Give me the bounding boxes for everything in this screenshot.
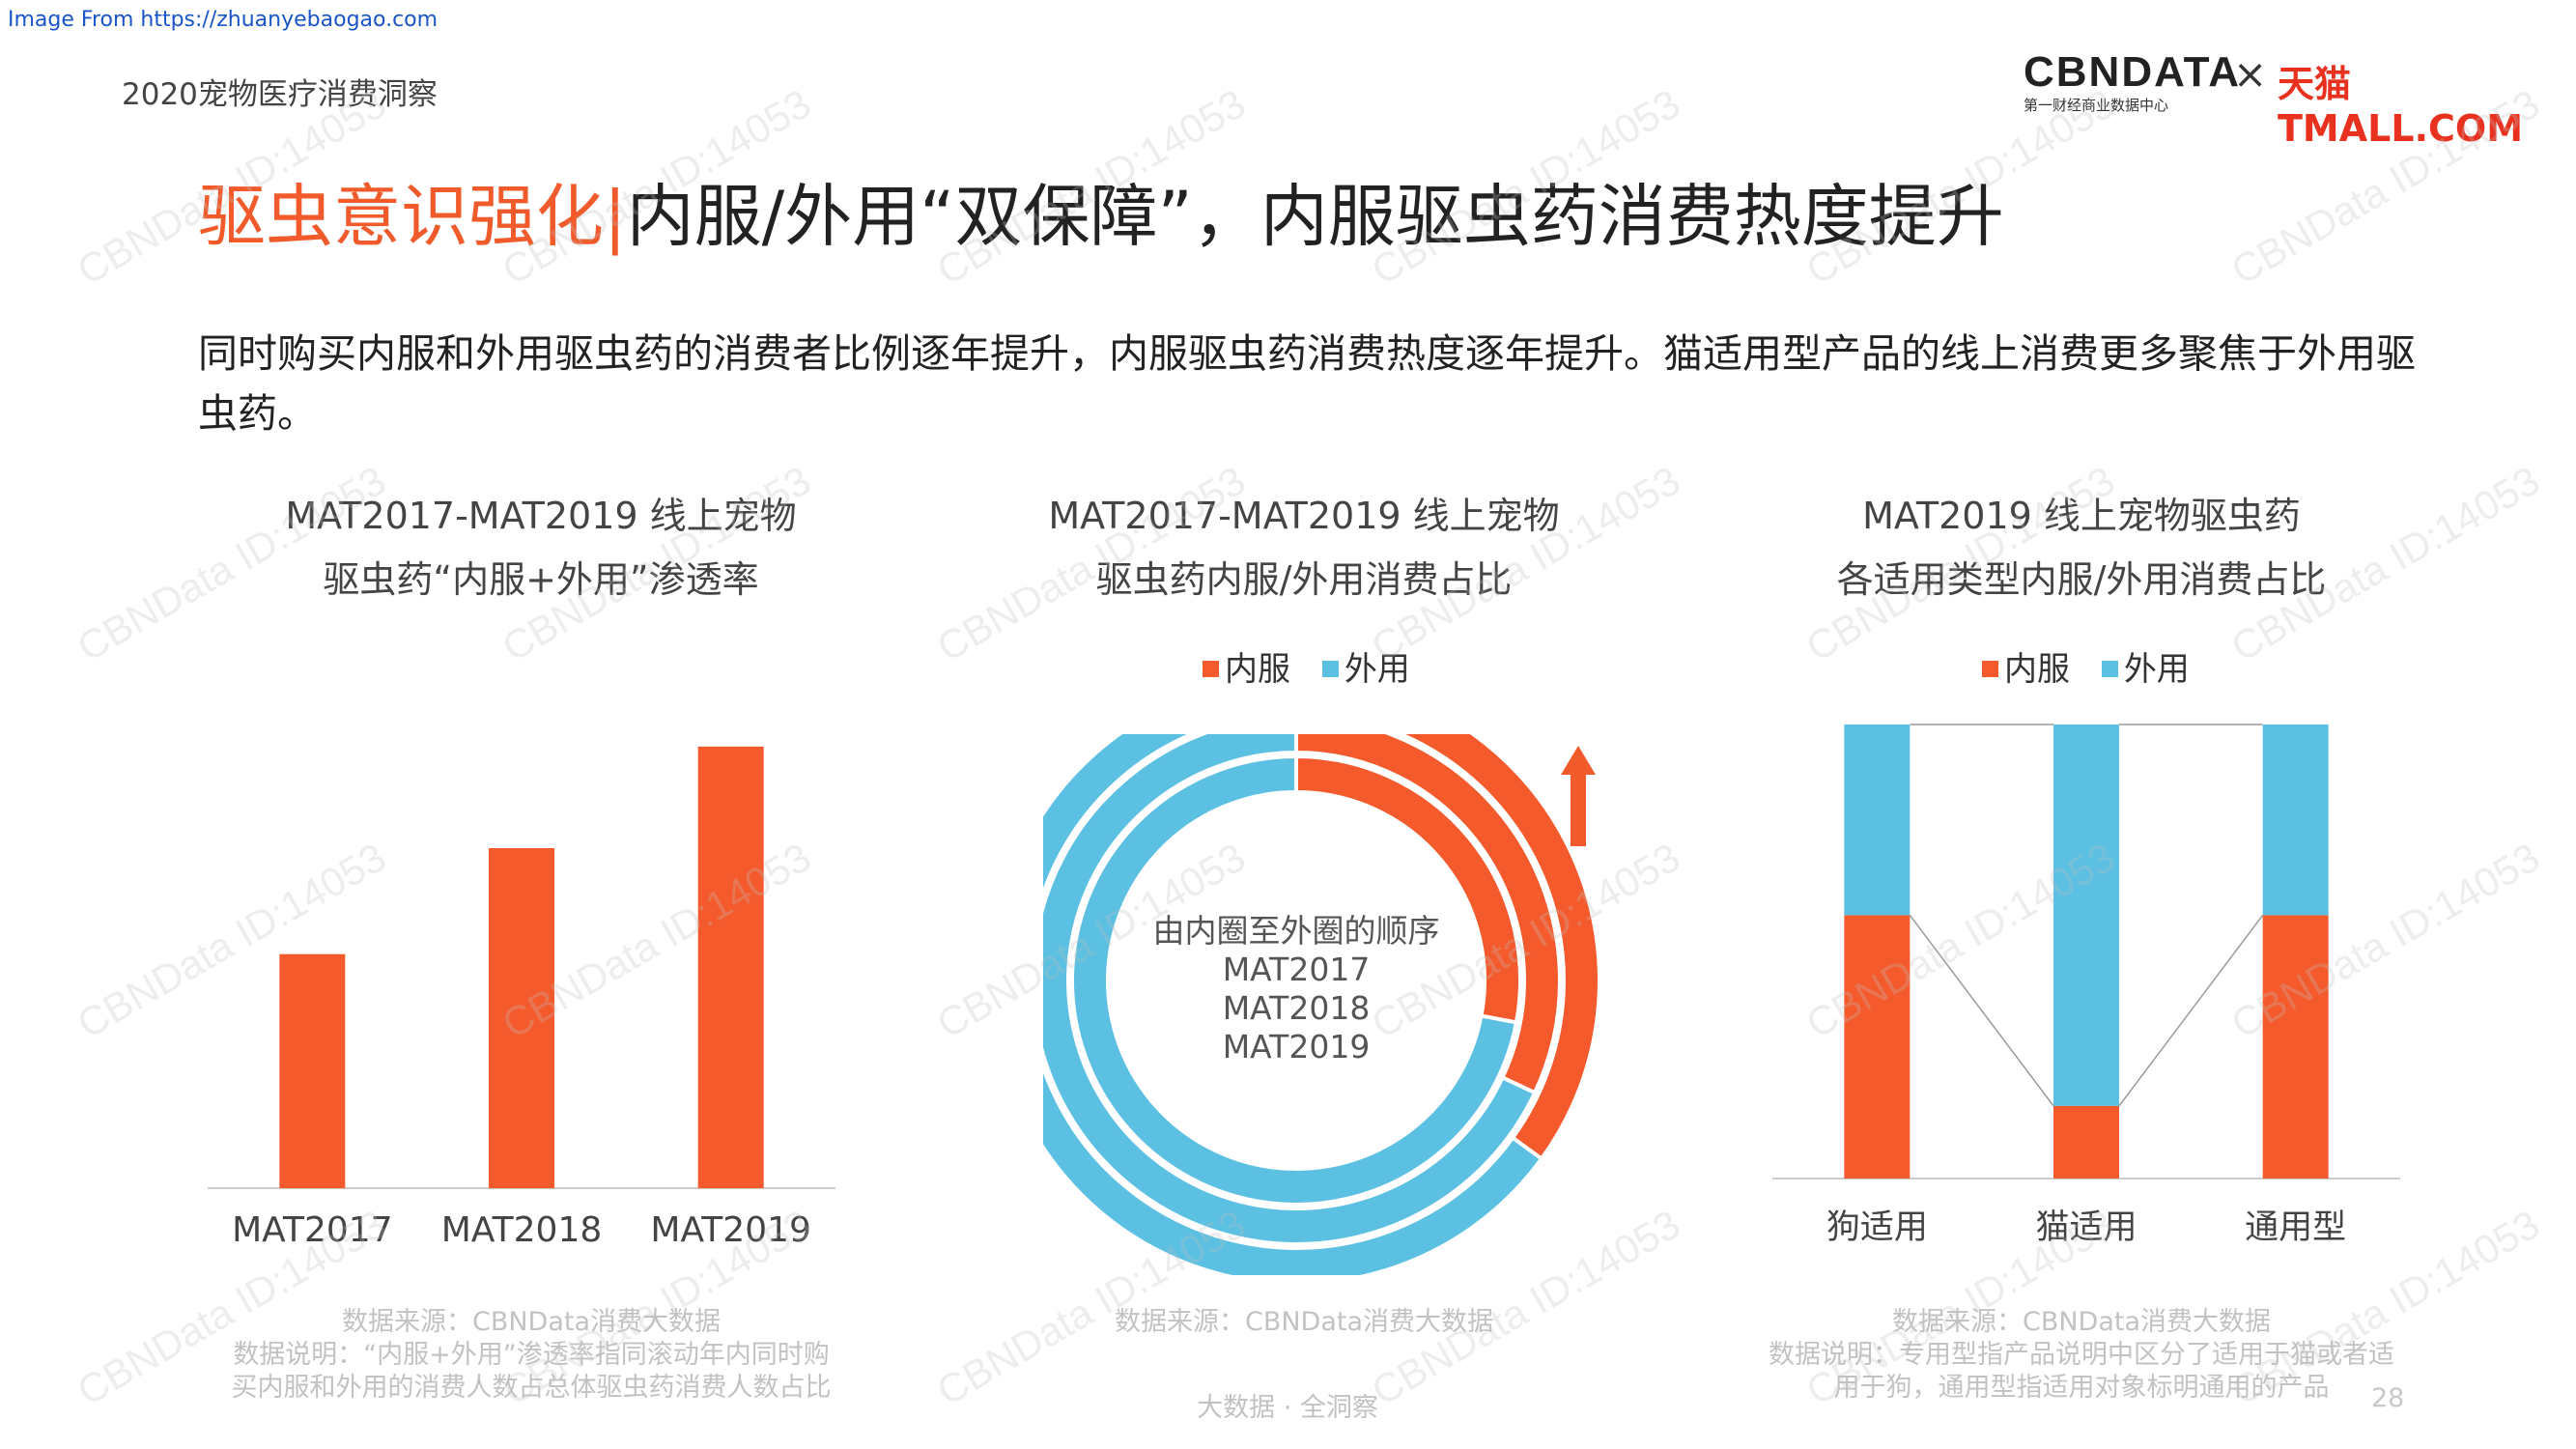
chart3-note-line: 用于狗，通用型指适用对象标明通用的产品 (1833, 1373, 2330, 1403)
donut-slice (1043, 734, 1538, 1246)
page-title-accent: 驱虫意识强化| (198, 177, 627, 256)
donut-center-label: MAT2019 (1223, 1028, 1371, 1065)
x-tick-label: MAT2019 (650, 1210, 811, 1250)
x-tick-label: MAT2018 (441, 1210, 603, 1250)
deck-title: 2020宠物医疗消费洞察 (122, 77, 438, 112)
bar-segment-internal (2262, 915, 2329, 1179)
donut-slice (1043, 734, 1544, 1275)
legend-swatch-internal (1982, 661, 1998, 677)
chart1-title: MAT2017-MAT2019 线上宠物 驱虫药“内服+外用”渗透率 (174, 484, 908, 611)
chart3-note-line: 数据说明：专用型指产品说明中区分了适用于猫或者适 (1769, 1340, 2394, 1370)
legend-swatch-internal (1203, 661, 1219, 677)
trend-up-arrow-icon (1571, 773, 1586, 846)
chart3-legend-external: 外用 (2123, 650, 2190, 689)
page-number: 28 (2371, 1383, 2405, 1413)
bar (489, 848, 554, 1188)
bar-segment-external (1844, 724, 1911, 916)
intro-paragraph: 同时购买内服和外用驱虫药的消费者比例逐年提升，内服驱虫药消费热度逐年提升。猫适用… (198, 330, 2416, 437)
source-link[interactable]: Image From https://zhuanyebaogao.com (8, 8, 439, 32)
chart2-title-line1: MAT2017-MAT2019 线上宠物 (1048, 495, 1560, 537)
bar-segment-external (2053, 724, 2119, 1106)
chart2-note-line: 数据来源：CBNData消费大数据 (1114, 1307, 1494, 1337)
cbndata-logo-subtitle: 第一财经商业数据中心 (2024, 97, 2169, 114)
chart3-legend: 内服 外用 (1982, 642, 2190, 690)
chart1-note-line: 数据说明：“内服+外用”渗透率指同滚动年内同时购 (233, 1340, 830, 1370)
connector-line (2118, 914, 2264, 1107)
chart2-title-line2: 驱虫药内服/外用消费占比 (1095, 558, 1513, 601)
footer-tagline: 大数据 · 全洞察 (1197, 1393, 1378, 1423)
type-stacked-bar-chart: 狗适用 猫适用 通用型 (1772, 724, 2400, 1247)
donut-center-label: MAT2018 (1223, 989, 1371, 1027)
chart3-note-line: 数据来源：CBNData消费大数据 (1891, 1307, 2272, 1337)
connector-line (1909, 914, 2054, 1107)
bar (279, 953, 346, 1188)
donut-center-label: MAT2017 (1223, 951, 1371, 988)
bar-segment-external (2262, 724, 2329, 916)
donut-slice (1070, 753, 1519, 1207)
chart1-note-line: 买内服和外用的消费人数占总体驱虫药消费人数占比 (231, 1373, 832, 1403)
chart3-legend-internal: 内服 (2004, 650, 2070, 689)
bar (697, 746, 764, 1188)
legend-swatch-external (2101, 661, 2118, 677)
legend-swatch-external (1321, 661, 1339, 677)
chart2-legend-external: 外用 (1344, 650, 1410, 689)
chart1-title-line2: 驱虫药“内服+外用”渗透率 (323, 558, 759, 601)
chart1-note-line: 数据来源：CBNData消费大数据 (341, 1307, 722, 1337)
chart3-title: MAT2019 线上宠物驱虫药 各适用类型内服/外用消费占比 (1714, 484, 2449, 611)
cbndata-logo: CBΝDATA (2024, 48, 2241, 96)
chart2-notes: 数据来源：CBNData消费大数据 (937, 1306, 1671, 1339)
chart1-title-line1: MAT2017-MAT2019 线上宠物 (285, 495, 797, 537)
chart3-title-line1: MAT2019 线上宠物驱虫药 (1862, 495, 2301, 537)
bar-segment-internal (2053, 1105, 2119, 1179)
chart3-notes: 数据来源：CBNData消费大数据 数据说明：专用型指产品说明中区分了适用于猫或… (1714, 1306, 2449, 1405)
page-title-main: 内服/外用“双保障”，内服驱虫药消费热度提升 (626, 177, 2004, 256)
logo-separator: × (2233, 50, 2268, 98)
chart2-title: MAT2017-MAT2019 线上宠物 驱虫药内服/外用消费占比 (937, 484, 1671, 611)
x-tick-label: MAT2017 (232, 1210, 392, 1250)
penetration-bar-chart: MAT2017 MAT2018 MAT2019 (208, 746, 835, 1250)
x-tick-label: 狗适用 (1826, 1208, 1928, 1247)
x-tick-label: 猫适用 (2035, 1208, 2137, 1247)
donut-center-label: 由内圈至外圈的顺序 (1153, 912, 1440, 950)
chart2-legend: 内服 外用 (1203, 642, 1410, 690)
tmall-logo: 天猫TMALL.COM (2278, 63, 2524, 150)
chart2-legend-internal: 内服 (1225, 650, 1290, 689)
chart3-title-line2: 各适用类型内服/外用消费占比 (1836, 558, 2327, 601)
chart1-notes: 数据来源：CBNData消费大数据 数据说明：“内服+外用”渗透率指同滚动年内同… (164, 1306, 898, 1405)
bar-segment-internal (1844, 915, 1911, 1179)
page-title: 驱虫意识强化|内服/外用“双保障”，内服驱虫药消费热度提升 (198, 162, 2004, 260)
trend-up-arrow-icon (1561, 746, 1596, 775)
x-tick-label: 通用型 (2245, 1208, 2346, 1247)
